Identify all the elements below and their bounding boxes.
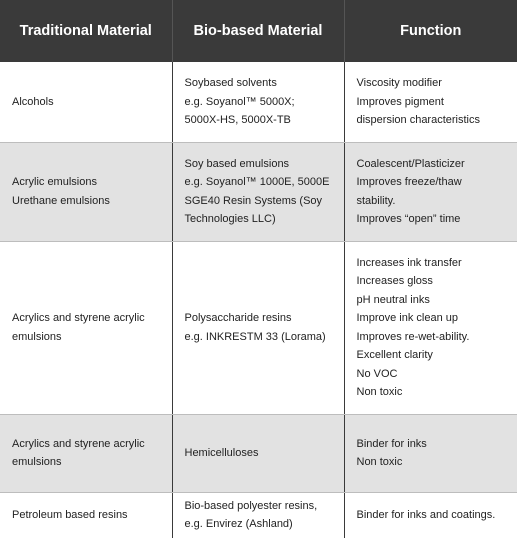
traditional-material-cell: Acrylic emulsions Urethane emulsions (0, 142, 173, 242)
function-cell: Binder for inks Non toxic (344, 414, 517, 493)
function-cell: Binder for inks and coatings. (344, 492, 517, 538)
header-traditional-material: Traditional Material (0, 0, 173, 62)
bio-based-material-cell: Polysaccharide resins e.g. INKRESTM 33 (… (172, 241, 345, 415)
cell-line: Alcohols (12, 95, 54, 108)
cell-line: Bio-based polyester resins, (184, 499, 318, 512)
cell-line: Hemicelluloses (184, 446, 259, 459)
cell-line: Petroleum based resins (12, 509, 128, 521)
traditional-material-cell: Acrylics and styrene acrylic emulsions (0, 414, 173, 493)
bio-based-material-cell: Soy based emulsions e.g. Soyanol™ 1000E,… (172, 142, 345, 242)
cell-line: Soybased solvents (184, 77, 277, 89)
table-row: Acrylics and styrene acrylic emulsions H… (0, 414, 517, 493)
cell-line: Urethane emulsions (12, 194, 110, 207)
cell-line: Viscosity modifier (356, 77, 442, 89)
bio-based-material-cell: Bio-based polyester resins, e.g. Envirez… (172, 492, 345, 538)
cell-line: e.g. Envirez (Ashland) (184, 518, 293, 531)
cell-line: Acrylics and styrene acrylic (12, 312, 145, 324)
table-row: Acrylic emulsions Urethane emulsions Soy… (0, 142, 517, 242)
cell-line: SGE40 Resin Systems (Soy (184, 194, 323, 207)
function-cell: Viscosity modifier Improves pigment disp… (344, 62, 517, 143)
header-bio-based-material: Bio-based Material (172, 0, 345, 62)
traditional-material-cell: Petroleum based resins (0, 492, 173, 538)
cell-line: pH neutral inks (356, 293, 430, 306)
cell-line: Non toxic (356, 456, 403, 468)
cell-line: stability. (356, 194, 396, 207)
cell-line: Improves pigment (356, 95, 444, 108)
header-function: Function (344, 0, 517, 62)
cell-line: e.g. Soyanol™ 1000E, 5000E (184, 176, 330, 188)
cell-line: Technologies LLC) (184, 213, 276, 225)
cell-line: Polysaccharide resins (184, 312, 292, 324)
cell-line: Acrylic emulsions (12, 176, 97, 188)
traditional-material-cell: Alcohols (0, 62, 173, 143)
cell-line: Non toxic (356, 386, 403, 398)
table-row: Petroleum based resins Bio-based polyest… (0, 492, 517, 538)
table-row: Alcohols Soybased solvents e.g. Soyanol™… (0, 62, 517, 143)
cell-line: Excellent clarity (356, 349, 433, 361)
function-cell: Coalescent/Plasticizer Improves freeze/t… (344, 142, 517, 242)
cell-line: emulsions (12, 330, 62, 343)
table-header-row: Traditional Material Bio-based Material … (0, 0, 517, 62)
cell-line: Increases ink transfer (356, 256, 462, 269)
cell-line: Binder for inks (356, 437, 427, 450)
bio-based-material-cell: Soybased solvents e.g. Soyanol™ 5000X; 5… (172, 62, 345, 143)
cell-line: Increases gloss (356, 275, 433, 287)
cell-line: Acrylics and styrene acrylic (12, 437, 145, 450)
cell-line: No VOC (356, 367, 398, 380)
function-cell: Increases ink transfer Increases gloss p… (344, 241, 517, 415)
cell-line: Soy based emulsions (184, 157, 290, 170)
traditional-material-cell: Acrylics and styrene acrylic emulsions (0, 241, 173, 415)
cell-line: emulsions (12, 456, 62, 468)
cell-line: Binder for inks and coatings. (356, 509, 496, 521)
bio-based-material-cell: Hemicelluloses (172, 414, 345, 493)
cell-line: 5000X-HS, 5000X-TB (184, 114, 291, 126)
cell-line: Improves “open” time (356, 213, 461, 225)
cell-line: dispersion characteristics (356, 114, 481, 126)
cell-line: Improve ink clean up (356, 312, 459, 324)
cell-line: e.g. Soyanol™ 5000X; (184, 95, 295, 108)
cell-line: e.g. INKRESTM 33 (Lorama) (184, 330, 326, 343)
cell-line: Improves freeze/thaw (356, 176, 462, 188)
cell-line: Improves re-wet-ability. (356, 330, 470, 343)
cell-line: Coalescent/Plasticizer (356, 157, 465, 170)
table-row: Acrylics and styrene acrylic emulsions P… (0, 241, 517, 415)
